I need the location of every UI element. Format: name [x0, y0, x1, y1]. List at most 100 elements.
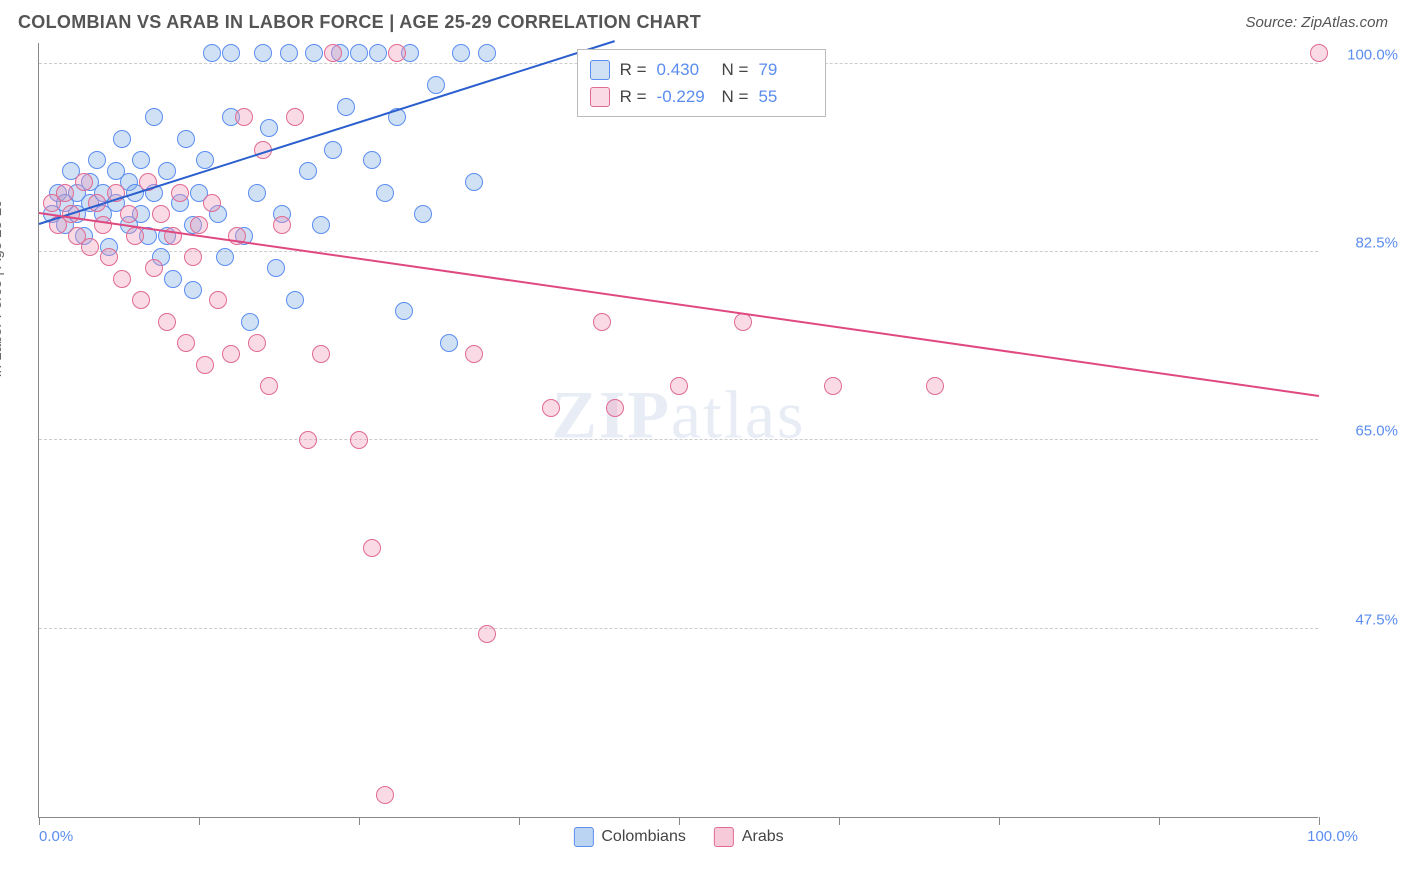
legend-swatch	[714, 827, 734, 847]
data-point	[184, 281, 202, 299]
r-value: 0.430	[657, 56, 712, 83]
y-tick-label: 65.0%	[1355, 423, 1398, 440]
data-point	[593, 313, 611, 331]
data-point	[414, 205, 432, 223]
r-value: -0.229	[657, 83, 712, 110]
data-point	[88, 151, 106, 169]
legend-item: Colombians	[573, 827, 685, 847]
r-label: R =	[620, 83, 647, 110]
data-point	[465, 345, 483, 363]
gridline	[39, 628, 1318, 629]
data-point	[606, 399, 624, 417]
data-point	[395, 302, 413, 320]
data-point	[363, 539, 381, 557]
series-legend: Colombians Arabs	[573, 827, 783, 847]
legend-label: Colombians	[601, 828, 685, 846]
data-point	[350, 431, 368, 449]
data-point	[177, 334, 195, 352]
x-tick	[519, 817, 520, 825]
legend-swatch	[590, 60, 610, 80]
data-point	[363, 151, 381, 169]
r-label: R =	[620, 56, 647, 83]
n-label: N =	[722, 56, 749, 83]
source-attribution: Source: ZipAtlas.com	[1245, 14, 1388, 31]
data-point	[376, 786, 394, 804]
data-point	[241, 313, 259, 331]
correlation-legend: R = 0.430 N = 79 R = -0.229 N = 55	[577, 49, 827, 117]
n-value: 55	[758, 83, 813, 110]
data-point	[1310, 44, 1328, 62]
data-point	[427, 76, 445, 94]
data-point	[184, 248, 202, 266]
data-point	[254, 44, 272, 62]
data-point	[203, 44, 221, 62]
data-point	[312, 216, 330, 234]
data-point	[452, 44, 470, 62]
legend-swatch	[590, 87, 610, 107]
data-point	[260, 377, 278, 395]
data-point	[126, 227, 144, 245]
n-label: N =	[722, 83, 749, 110]
data-point	[312, 345, 330, 363]
data-point	[273, 216, 291, 234]
scatter-plot: ZIPatlas 47.5%65.0%82.5%100.0%0.0%100.0%…	[38, 43, 1318, 818]
data-point	[196, 356, 214, 374]
x-tick	[39, 817, 40, 825]
x-tick	[1319, 817, 1320, 825]
data-point	[177, 130, 195, 148]
data-point	[158, 162, 176, 180]
data-point	[260, 119, 278, 137]
data-point	[926, 377, 944, 395]
data-point	[235, 108, 253, 126]
data-point	[152, 205, 170, 223]
data-point	[190, 216, 208, 234]
data-point	[209, 291, 227, 309]
n-value: 79	[758, 56, 813, 83]
data-point	[158, 313, 176, 331]
data-point	[670, 377, 688, 395]
data-point	[478, 625, 496, 643]
data-point	[113, 130, 131, 148]
data-point	[145, 108, 163, 126]
data-point	[324, 141, 342, 159]
data-point	[337, 98, 355, 116]
data-point	[56, 184, 74, 202]
x-label-min: 0.0%	[39, 828, 73, 845]
legend-label: Arabs	[742, 828, 784, 846]
data-point	[299, 431, 317, 449]
y-axis-title: In Labor Force | Age 25-29	[0, 199, 5, 377]
data-point	[222, 345, 240, 363]
data-point	[75, 173, 93, 191]
legend-swatch	[573, 827, 593, 847]
data-point	[324, 44, 342, 62]
data-point	[113, 270, 131, 288]
x-tick	[1159, 817, 1160, 825]
data-point	[299, 162, 317, 180]
legend-row: R = 0.430 N = 79	[590, 56, 814, 83]
header: COLOMBIAN VS ARAB IN LABOR FORCE | AGE 2…	[0, 0, 1406, 43]
chart-title: COLOMBIAN VS ARAB IN LABOR FORCE | AGE 2…	[18, 12, 701, 33]
data-point	[132, 291, 150, 309]
data-point	[196, 151, 214, 169]
data-point	[280, 44, 298, 62]
legend-item: Arabs	[714, 827, 784, 847]
data-point	[478, 44, 496, 62]
data-point	[267, 259, 285, 277]
data-point	[369, 44, 387, 62]
data-point	[248, 184, 266, 202]
x-tick	[359, 817, 360, 825]
data-point	[94, 216, 112, 234]
data-point	[100, 248, 118, 266]
data-point	[465, 173, 483, 191]
data-point	[222, 44, 240, 62]
data-point	[216, 248, 234, 266]
data-point	[81, 238, 99, 256]
data-point	[248, 334, 266, 352]
x-tick	[199, 817, 200, 825]
x-tick	[839, 817, 840, 825]
data-point	[203, 194, 221, 212]
data-point	[388, 44, 406, 62]
x-tick	[679, 817, 680, 825]
data-point	[824, 377, 842, 395]
legend-row: R = -0.229 N = 55	[590, 83, 814, 110]
